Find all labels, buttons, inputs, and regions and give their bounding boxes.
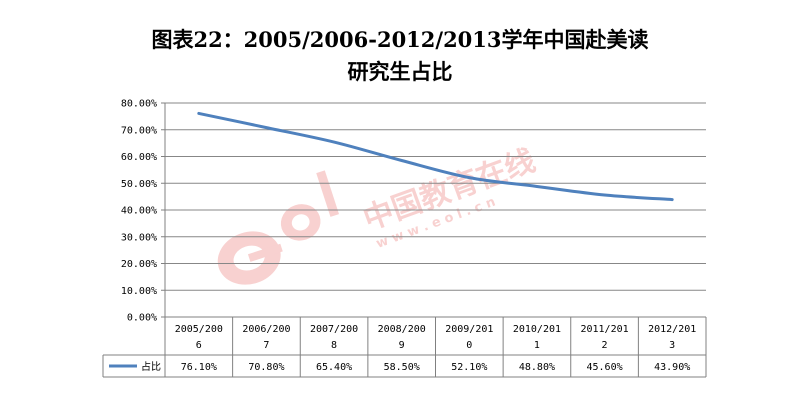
data-label: 70.80%: [248, 362, 284, 373]
y-axis-ticks: 0.00% 10.00% 20.00% 30.00% 40.00% 50.00% 60.00…: [121, 99, 165, 324]
x-tick-label-line-2: 3: [669, 340, 675, 351]
x-tick-label: 2006/200: [242, 324, 290, 335]
x-tick-label: 2007/200: [310, 324, 358, 335]
x-tick-label-line-2: 7: [263, 340, 269, 351]
y-tick-label: 50.00%: [121, 179, 157, 190]
y-tick-label: 10.00%: [121, 286, 157, 297]
x-tick-label-line-2: 9: [399, 340, 405, 351]
x-tick-label-line-2: 2: [602, 340, 608, 351]
x-tick-label-line-2: 1: [534, 340, 540, 351]
x-tick-label: 2008/200: [378, 324, 426, 335]
series-line-占比: [197, 111, 674, 202]
x-tick-label: 2005/200: [175, 324, 223, 335]
x-tick-label-line-2: 0: [466, 340, 472, 351]
data-label: 45.60%: [587, 362, 623, 373]
data-label: 48.80%: [519, 362, 555, 373]
y-tick-label: 30.00%: [121, 232, 157, 243]
y-tick-label: 70.00%: [121, 125, 157, 136]
data-table: 2005/200 6 2006/200 7 2007/200 8 2008/200 9 2009…: [102, 317, 707, 378]
x-tick-label-line-2: 8: [331, 340, 337, 351]
x-tick-label: 2009/201: [445, 324, 493, 335]
x-tick-label-line-2: 6: [196, 340, 202, 351]
legend-label: 占比: [141, 360, 161, 373]
data-label: 76.10%: [181, 362, 217, 373]
watermark: 中国教育在线 w w w . e o l . c n: [217, 143, 540, 285]
x-tick-label: 2010/201: [513, 324, 561, 335]
y-tick-label: 40.00%: [121, 206, 157, 217]
y-tick-label: 60.00%: [121, 152, 157, 163]
data-label: 58.50%: [384, 362, 420, 373]
y-tick-label: 80.00%: [121, 99, 157, 110]
x-tick-label: 2011/201: [580, 324, 628, 335]
gridlines: [165, 102, 706, 291]
data-label: 43.90%: [654, 362, 690, 373]
x-tick-label: 2012/201: [648, 324, 696, 335]
chart-title-line-2: 研究生占比: [348, 59, 453, 84]
y-tick-label: 20.00%: [121, 259, 157, 270]
data-label: 65.40%: [316, 362, 352, 373]
y-tick-label: 0.00%: [127, 313, 157, 324]
eol-logo-icon: [217, 170, 340, 285]
chart-title-line-1: 图表22：2005/2006-2012/2013学年中国赴美读: [151, 27, 648, 52]
data-label: 52.10%: [451, 362, 487, 373]
